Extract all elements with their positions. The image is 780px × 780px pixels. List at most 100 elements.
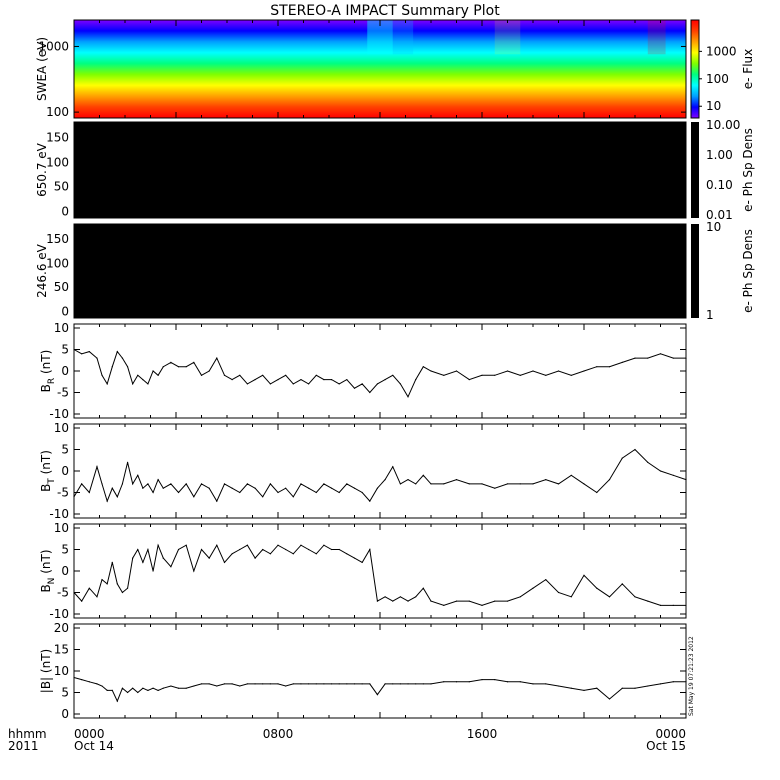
bn-data-point [570, 596, 572, 598]
y-tick-label: 0 [61, 204, 69, 218]
bt-data-point [407, 479, 409, 481]
br-data-point [532, 370, 534, 372]
br-data-point [96, 357, 98, 359]
bt-data-point [106, 500, 108, 502]
bn-data-point [106, 583, 108, 585]
y-axis-label: BT (nT) [39, 450, 57, 492]
bt-data-point [506, 483, 509, 485]
panel-frame [73, 121, 687, 219]
bt-data-point [216, 500, 218, 502]
y-tick-label: 5 [61, 443, 69, 457]
y-tick-label: 5 [61, 686, 69, 700]
br-data-point [101, 374, 103, 376]
bmag-data-point [147, 689, 149, 691]
br-data-point [239, 374, 241, 376]
colorbar-label: e- Ph Sp Dens [741, 128, 755, 212]
bn-data-point [468, 600, 470, 602]
y-label-unit: (nT) [39, 450, 53, 478]
panel-frame [73, 523, 687, 619]
br-data-point [330, 379, 333, 381]
y-label-main: B [39, 384, 53, 392]
bt-data-point [73, 496, 75, 498]
y-tick-label: -5 [57, 586, 69, 600]
bt-data-point [422, 474, 424, 476]
bmag-data-point [269, 683, 271, 685]
br-data-point [246, 383, 248, 385]
bn-data-point [399, 596, 401, 598]
bn-data-point [147, 548, 149, 551]
br-data-point [430, 370, 432, 372]
bmag-data-point [384, 683, 386, 685]
bt-data-point [384, 479, 386, 481]
bt-data-point [672, 474, 674, 476]
bt-series-line [73, 448, 687, 503]
bn-data-point [323, 544, 325, 546]
bmag-data-point [106, 689, 108, 691]
bt-data-point [608, 479, 611, 481]
bt-data-point [545, 479, 547, 481]
br-data-point [361, 383, 363, 385]
bt-data-point [647, 461, 649, 463]
bmag-data-point [200, 683, 203, 685]
bt-data-point [200, 483, 203, 485]
y-tick-label: 100 [46, 105, 69, 119]
y-axis-label: 246.6 eV [35, 243, 49, 298]
bt-data-point [455, 479, 458, 481]
bmag-data-point [185, 687, 187, 689]
bn-data-point [384, 596, 386, 598]
bt-data-point [292, 496, 294, 498]
br-data-point [519, 374, 521, 376]
bn-data-point [659, 604, 662, 607]
y-tick-label: 150 [46, 232, 69, 246]
bt-data-point [338, 491, 340, 494]
bmag-data-point [132, 687, 134, 689]
bn-data-point [361, 561, 363, 564]
bmag-data-point [152, 687, 154, 689]
br-data-point [300, 379, 302, 381]
bn-data-point [269, 553, 271, 555]
bmag-data-point [369, 683, 371, 685]
colorbar-tick-label: 1 [706, 308, 714, 322]
br-data-point [315, 374, 317, 376]
bn-data-point [208, 557, 210, 559]
y-tick-label: 0 [61, 304, 69, 318]
spectrogram-streak [494, 20, 521, 55]
y-label-unit: (nT) [39, 350, 53, 378]
bt-data-point [101, 483, 103, 485]
br-data-point [121, 357, 124, 359]
br-data-point [185, 366, 187, 368]
bmag-data-point [659, 683, 662, 685]
bmag-data-point [142, 687, 144, 689]
bmag-data-point [101, 685, 103, 687]
bt-data-point [494, 487, 496, 489]
bt-data-point [443, 483, 445, 485]
bn-data-point [532, 587, 534, 589]
bt-data-point [392, 466, 394, 468]
bt-data-point [116, 496, 118, 498]
br-data-point [376, 383, 379, 385]
bmag-data-point [292, 683, 294, 685]
colorbar-label: e- Ph Sp Dens [741, 229, 755, 313]
bmag-data-point [239, 685, 241, 687]
bt-data-point [142, 487, 144, 489]
bn-data-point [88, 587, 90, 589]
br-data-point [570, 374, 572, 376]
bmag-data-point [634, 687, 636, 689]
bmag-data-point [137, 691, 139, 694]
bt-data-point [239, 491, 241, 494]
bt-data-point [177, 491, 180, 494]
br-data-point [88, 351, 90, 353]
y-tick-label: -10 [49, 607, 69, 621]
bn-panel: 10 5 0 -5 -10 BN (nT) [39, 521, 687, 621]
bmag-data-point [430, 683, 432, 685]
bt-data-point [634, 448, 636, 451]
y-tick-label: -10 [49, 507, 69, 521]
bmag-data-point [323, 683, 325, 685]
bn-data-point [545, 579, 547, 581]
br-data-point [193, 361, 195, 363]
bmag-data-point [608, 698, 611, 700]
bt-data-point [246, 483, 248, 485]
br-data-point [422, 366, 424, 368]
br-data-point [369, 391, 371, 394]
time-tick-label: 0000 [74, 727, 105, 741]
